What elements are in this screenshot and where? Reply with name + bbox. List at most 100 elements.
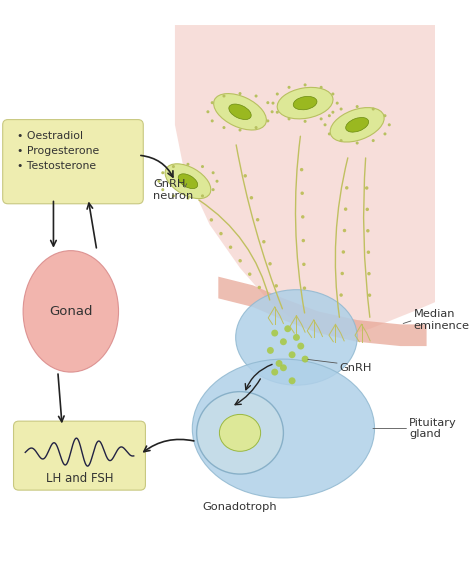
Circle shape (211, 171, 215, 174)
Text: Gonadotroph: Gonadotroph (203, 502, 277, 513)
Circle shape (238, 92, 242, 95)
Text: • Oestradiol
• Progesterone
• Testosterone: • Oestradiol • Progesterone • Testostero… (17, 132, 99, 171)
Circle shape (288, 86, 291, 89)
FancyBboxPatch shape (14, 421, 146, 490)
Circle shape (367, 272, 371, 275)
Circle shape (331, 93, 335, 96)
Circle shape (211, 101, 214, 104)
Circle shape (275, 360, 283, 367)
Polygon shape (175, 25, 444, 337)
Ellipse shape (346, 117, 369, 132)
Circle shape (272, 102, 274, 105)
Circle shape (157, 180, 160, 183)
Circle shape (303, 287, 306, 290)
Circle shape (343, 229, 346, 232)
Circle shape (372, 139, 375, 142)
Circle shape (186, 197, 190, 200)
Circle shape (319, 86, 323, 89)
Circle shape (284, 325, 291, 332)
Circle shape (238, 259, 242, 262)
Circle shape (328, 133, 331, 135)
Circle shape (271, 369, 278, 375)
Circle shape (229, 246, 232, 249)
Text: Pituitary
gland: Pituitary gland (409, 418, 457, 439)
Circle shape (339, 107, 343, 111)
Ellipse shape (192, 359, 374, 498)
Circle shape (222, 126, 226, 129)
Circle shape (345, 186, 348, 189)
Circle shape (255, 94, 257, 98)
Circle shape (289, 377, 296, 384)
Circle shape (206, 110, 210, 114)
FancyBboxPatch shape (3, 120, 143, 204)
Circle shape (328, 114, 331, 117)
Text: GnRH
neuron: GnRH neuron (153, 179, 193, 201)
Ellipse shape (197, 392, 283, 474)
Circle shape (301, 215, 304, 219)
Circle shape (302, 262, 306, 266)
Ellipse shape (219, 414, 261, 451)
Circle shape (250, 196, 253, 200)
Circle shape (271, 110, 273, 114)
Circle shape (244, 174, 247, 178)
Circle shape (288, 117, 291, 120)
Circle shape (186, 163, 190, 166)
Circle shape (293, 334, 300, 341)
Circle shape (301, 239, 305, 242)
Circle shape (339, 293, 343, 297)
Circle shape (256, 218, 259, 221)
Circle shape (372, 107, 375, 111)
Circle shape (336, 102, 339, 105)
Ellipse shape (277, 87, 333, 119)
Circle shape (172, 165, 175, 168)
Circle shape (222, 94, 226, 98)
Circle shape (303, 120, 307, 123)
Circle shape (366, 229, 370, 233)
Circle shape (365, 207, 369, 211)
Circle shape (342, 250, 345, 253)
Circle shape (201, 165, 204, 168)
Ellipse shape (236, 289, 357, 385)
Circle shape (211, 119, 214, 123)
Circle shape (161, 171, 164, 174)
Circle shape (356, 142, 359, 144)
Ellipse shape (229, 104, 251, 120)
Ellipse shape (214, 94, 266, 130)
Circle shape (368, 293, 371, 297)
Circle shape (280, 338, 287, 345)
Circle shape (211, 188, 215, 191)
Circle shape (274, 284, 278, 288)
Circle shape (365, 186, 368, 190)
Ellipse shape (178, 174, 198, 189)
Circle shape (210, 218, 213, 221)
Circle shape (266, 101, 269, 104)
Circle shape (331, 111, 335, 114)
Circle shape (271, 329, 278, 337)
Circle shape (216, 180, 219, 183)
Circle shape (340, 272, 344, 275)
Circle shape (257, 285, 261, 289)
Circle shape (303, 83, 307, 87)
Text: GnRH: GnRH (340, 363, 372, 373)
Circle shape (276, 111, 279, 114)
Circle shape (297, 343, 304, 350)
Circle shape (268, 262, 272, 265)
Circle shape (280, 364, 287, 371)
Circle shape (324, 123, 327, 126)
Circle shape (339, 139, 343, 142)
Circle shape (301, 192, 304, 195)
Circle shape (367, 251, 370, 254)
Circle shape (255, 126, 257, 129)
Circle shape (289, 351, 296, 358)
Polygon shape (219, 277, 427, 346)
Circle shape (383, 114, 386, 117)
Text: Gonad: Gonad (49, 305, 92, 318)
Ellipse shape (330, 107, 384, 142)
Circle shape (276, 93, 279, 96)
Circle shape (344, 207, 347, 211)
Circle shape (219, 232, 223, 235)
Text: Median
eminence: Median eminence (413, 309, 470, 331)
Ellipse shape (293, 97, 317, 110)
Circle shape (238, 129, 242, 132)
Circle shape (319, 117, 323, 120)
